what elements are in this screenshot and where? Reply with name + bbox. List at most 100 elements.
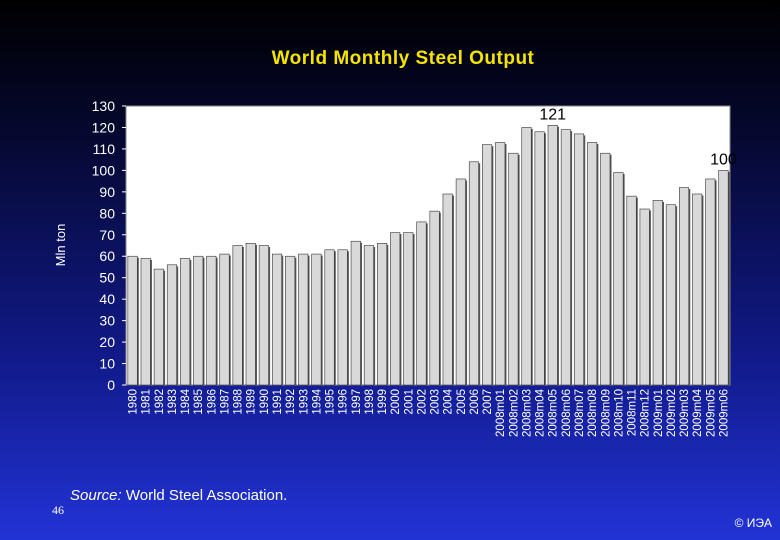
x-tick-label: 1996	[338, 389, 350, 415]
source-note: Source: World Steel Association.	[70, 487, 287, 504]
bar-1996	[337, 249, 348, 386]
bar-2008m04	[534, 131, 545, 386]
x-tick-label: 1994	[311, 388, 323, 414]
y-tick-label: 130	[92, 98, 116, 114]
x-tick-label: 2001	[403, 389, 415, 415]
source-label: Source:	[70, 487, 122, 504]
x-tick-label: 2008m04	[535, 388, 547, 437]
bar-2008m06	[560, 129, 571, 386]
bar-1983	[166, 264, 177, 386]
x-tick-label: 2008m03	[521, 389, 533, 437]
x-tick-label: 2008m05	[548, 389, 560, 437]
bar-1987	[219, 253, 230, 386]
bar-2009m04	[692, 193, 703, 386]
bar-2008m12	[639, 208, 650, 386]
bar-2008m07	[573, 133, 585, 386]
x-tick-label: 2008m11	[627, 389, 639, 436]
bar-1995	[324, 249, 335, 386]
x-tick-label: 1985	[193, 389, 205, 415]
x-tick-label: 2009m04	[692, 388, 704, 437]
x-tick-label: 2009m02	[666, 389, 678, 437]
x-tick-label: 2008m02	[508, 389, 520, 437]
bar-2009m02	[665, 204, 676, 386]
annotation-label: 121	[539, 106, 566, 123]
bar-2002	[416, 221, 427, 386]
page-number: 46	[52, 503, 64, 517]
bar-2009m06	[718, 170, 729, 386]
x-tick-label: 2004	[443, 388, 455, 414]
y-tick-label: 100	[92, 162, 116, 178]
bar-2008m09	[600, 152, 611, 386]
y-tick-label: 30	[99, 313, 115, 329]
bar-2009m03	[679, 187, 690, 386]
x-tick-label: 2002	[416, 389, 428, 415]
x-tick-label: 2003	[430, 389, 442, 415]
x-tick-label: 2009m03	[679, 389, 691, 437]
x-axis: 1980 1981 1982 1983 1984 1985 1986 1987 1988 1989…	[128, 388, 731, 437]
x-tick-label: 1999	[377, 389, 389, 415]
bar-1989	[245, 243, 256, 386]
x-tick-label: 1990	[259, 389, 271, 415]
x-tick-label: 2009m01	[653, 389, 665, 437]
bar-2008m10	[613, 172, 624, 386]
bar-1992	[285, 255, 296, 386]
x-tick-label: 1984	[180, 388, 192, 414]
x-tick-label: 1988	[233, 389, 245, 415]
bar-1991	[271, 253, 283, 386]
y-axis-label: Mln ton	[53, 224, 68, 267]
y-tick-label: 20	[99, 334, 115, 350]
bar-2008m08	[587, 142, 598, 386]
x-tick-label: 2008m10	[613, 389, 625, 437]
bar-1990	[258, 245, 269, 386]
x-tick-label: 2005	[456, 389, 468, 415]
x-tick-label: 2008m08	[587, 389, 599, 437]
x-tick-label: 2009m05	[705, 389, 717, 437]
x-tick-label: 1991	[272, 389, 284, 415]
x-tick-label: 2008m12	[640, 389, 652, 437]
x-tick-label: 1982	[154, 389, 166, 415]
x-tick-label: 1986	[206, 389, 218, 415]
x-tick-label: 2000	[390, 389, 402, 415]
y-tick-label: 60	[99, 248, 115, 264]
x-tick-label: 1989	[246, 389, 258, 415]
x-tick-label: 2008m01	[495, 389, 507, 437]
bar-1997	[350, 240, 361, 386]
bar-1986	[206, 255, 217, 386]
bar-2008m01	[495, 142, 506, 386]
annotation-label: 100	[710, 151, 737, 168]
y-tick-label: 40	[99, 291, 115, 307]
y-axis: 0 10 20 30 40 50 60 70 80 90 100 110 120 130	[92, 98, 126, 393]
y-tick-label: 90	[99, 184, 115, 200]
bar-2009m05	[705, 178, 716, 386]
bar-1980	[127, 255, 138, 386]
x-tick-label: 2009m06	[718, 389, 730, 437]
y-tick-label: 70	[99, 227, 115, 243]
y-tick-label: 110	[93, 141, 116, 157]
bar-2008m03	[521, 127, 532, 386]
x-tick-label: 1993	[298, 389, 310, 415]
bar-2003	[429, 210, 440, 386]
y-tick-label: 0	[107, 377, 115, 393]
x-tick-label: 2006	[469, 389, 481, 415]
x-tick-label: 1997	[351, 389, 363, 415]
x-tick-label: 2007	[482, 389, 494, 415]
bar-1985	[193, 255, 204, 386]
x-tick-label: 2008m07	[574, 389, 586, 437]
bar-1984	[180, 258, 191, 386]
bar-2004	[442, 193, 453, 386]
bar-2009m01	[652, 200, 663, 386]
x-tick-label: 1981	[141, 389, 153, 415]
x-tick-label: 2008m09	[600, 389, 612, 437]
x-tick-label: 1983	[167, 389, 179, 415]
bar-2007	[482, 144, 493, 386]
bar-1988	[232, 245, 243, 386]
bar-1999	[377, 243, 388, 386]
bar-2008m11	[626, 195, 637, 386]
x-tick-label: 2008m06	[561, 389, 573, 437]
bar-2001	[403, 232, 414, 386]
bar-1994	[311, 253, 322, 386]
x-tick-label: 1998	[364, 389, 376, 415]
chart-title: World Monthly Steel Output	[271, 48, 535, 69]
x-tick-label: 1980	[128, 389, 140, 415]
